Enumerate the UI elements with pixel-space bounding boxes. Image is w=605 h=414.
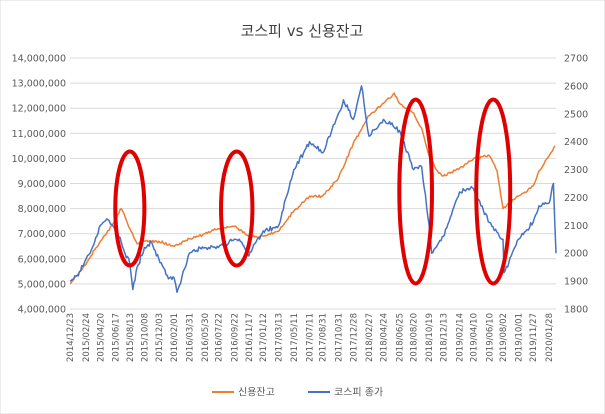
y-right-tick-label: 1900 [564,277,588,288]
y-left-tick-label: 14,000,000 [12,54,66,65]
y-left-tick-label: 13,000,000 [12,79,66,90]
highlight-ellipse [219,149,255,268]
x-tick-label: 2016/09/22 [230,313,240,362]
y-left-tick-label: 7,000,000 [18,229,66,240]
x-tick-label: 2018/04/24 [379,313,389,362]
highlight-ellipse [474,97,513,286]
x-tick-label: 2015/06/17 [111,313,121,362]
x-tick-label: 2017/01/12 [259,313,269,362]
y-left-tick-label: 5,000,000 [18,279,66,290]
x-tick-label: 2016/05/30 [201,313,211,362]
x-tick-label: 2016/11/17 [245,313,255,362]
legend-label-credit: 신용잔고 [238,387,275,399]
y-left-tick-label: 12,000,000 [12,104,66,115]
gridlines [70,57,556,310]
chart-title: 코스피 vs 신용잔고 [241,22,364,40]
y-right-tick-label: 2400 [564,137,588,148]
x-tick-label: 2019/04/10 [470,313,480,362]
x-tick-label: 2015/10/08 [140,313,150,362]
x-tick-label: 2019/02/14 [456,313,466,362]
y-right-tick-label: 2600 [564,81,588,92]
y-left-tick-label: 6,000,000 [18,254,66,265]
x-tick-label: 2018/06/25 [395,313,405,362]
x-tick-label: 2017/03/13 [275,313,285,362]
y-right-tick-label: 2300 [564,165,588,176]
x-axis: 2014/12/23 2015/02/24 2015/04/20 2015/06/17… [66,313,555,362]
x-tick-label: 2019/11/27 [529,313,539,362]
x-tick-label: 2020/01/28 [545,313,555,362]
y-axis-left: 4,000,000 5,000,000 6,000,000 7,000,000 8,00… [12,54,66,316]
y-left-tick-label: 8,000,000 [18,204,66,215]
legend-label-kospi: 코스피 종가 [334,387,383,399]
highlight-ellipse [113,149,147,268]
x-tick-label: 2017/08/31 [319,313,329,362]
y-right-tick-label: 2100 [564,221,588,232]
y-left-tick-label: 4,000,000 [18,305,66,316]
x-tick-label: 2015/04/20 [96,313,106,362]
y-right-tick-label: 2200 [564,193,588,204]
x-tick-label: 2016/03/31 [185,313,195,362]
x-tick-label: 2015/12/03 [155,313,165,362]
y-left-tick-label: 10,000,000 [12,154,66,165]
x-tick-label: 2018/02/27 [365,313,375,362]
x-tick-label: 2017/10/31 [334,313,344,362]
y-right-tick-label: 2000 [564,249,588,260]
x-tick-label: 2019/08/02 [499,313,509,362]
x-tick-label: 2014/12/23 [66,313,76,362]
y-left-tick-label: 9,000,000 [18,179,66,190]
x-tick-label: 2015/02/24 [82,313,92,362]
x-tick-label: 2017/05/11 [290,313,300,362]
highlight-ellipse [397,97,434,286]
x-tick-label: 2018/10/19 [425,313,435,362]
x-tick-label: 2018/12/13 [439,313,449,362]
highlight-ellipses [113,97,513,286]
x-tick-label: 2019/10/01 [514,313,524,362]
y-right-tick-label: 2700 [564,54,588,65]
y-right-tick-label: 1800 [564,305,588,316]
x-tick-label: 2016/07/22 [214,313,224,362]
x-tick-label: 2015/08/13 [126,313,136,362]
x-tick-label: 2017/12/28 [349,313,359,362]
x-tick-label: 2018/08/20 [410,313,420,362]
y-axis-right: 1800 1900 2000 2100 2200 2300 2400 2500 2600 2700 [564,54,588,316]
y-right-tick-label: 2500 [564,109,588,120]
x-tick-label: 2017/07/11 [306,313,316,362]
legend: 신용잔고 코스피 종가 [212,387,383,399]
y-left-tick-label: 11,000,000 [12,129,66,140]
x-tick-label: 2019/06/10 [485,313,495,362]
x-tick-label: 2016/02/01 [170,313,180,362]
